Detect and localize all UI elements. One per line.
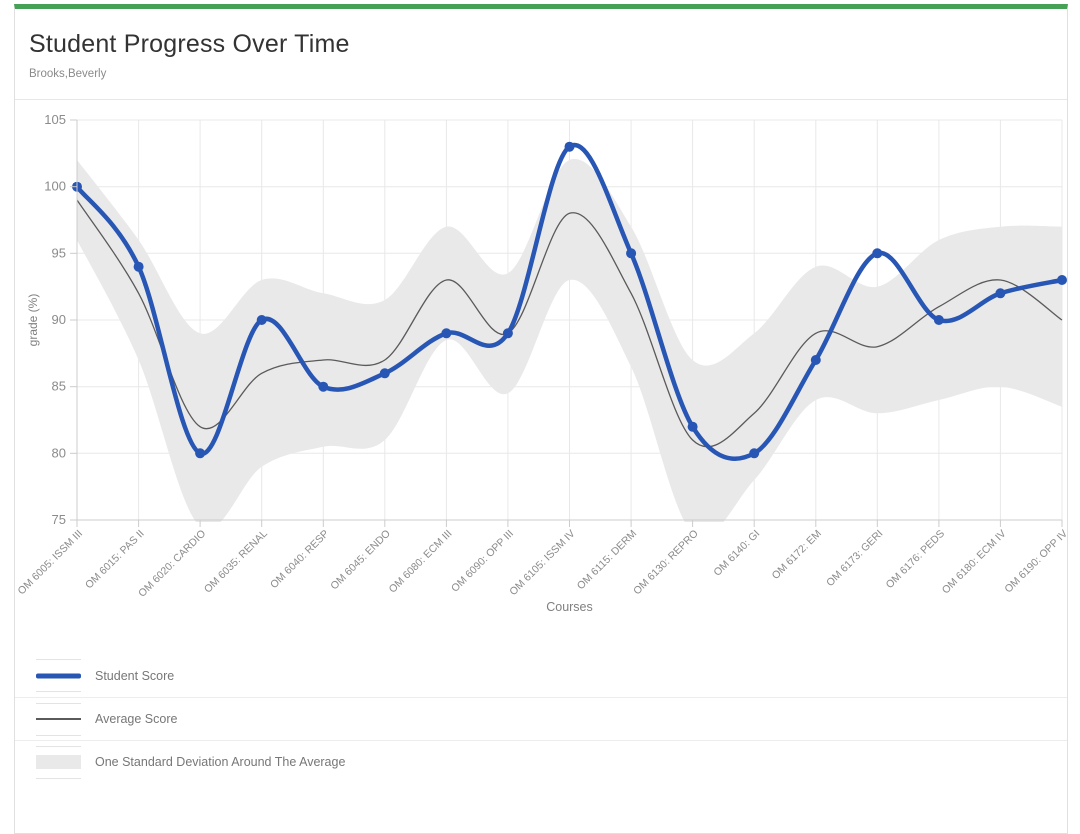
- x-tick-label: OM 6140: GI: [711, 528, 762, 579]
- legend-label: Student Score: [95, 668, 175, 683]
- data-point-marker[interactable]: [195, 448, 206, 459]
- student-name: Brooks,Beverly: [29, 68, 107, 80]
- y-tick-label: 75: [52, 512, 66, 527]
- x-tick-label: OM 6130: REPRO: [631, 528, 701, 598]
- chart-legend: Student Score Average Score One Standard D…: [15, 654, 1067, 783]
- x-tick-label: OM 6020: CARDIO: [136, 528, 208, 600]
- y-tick-label: 95: [52, 245, 66, 260]
- data-point-marker[interactable]: [995, 288, 1006, 299]
- x-tick-label: OM 6040: RESP: [268, 528, 331, 591]
- progress-chart: 75 80 85 90 95 100 105 OM 6005: ISSM III OM 6015…: [15, 100, 1067, 630]
- y-axis-labels: 75 80 85 90 95 100 105: [44, 112, 66, 527]
- std-dev-band: [77, 159, 1062, 522]
- legend-label: Average Score: [95, 712, 178, 726]
- data-point-marker[interactable]: [626, 248, 637, 259]
- data-point-marker[interactable]: [502, 328, 513, 339]
- data-point-marker[interactable]: [379, 368, 390, 379]
- y-tick-label: 90: [52, 312, 66, 327]
- data-point-marker[interactable]: [933, 315, 944, 325]
- legend-item-one-standard-deviation-around-the-average[interactable]: One Standard Deviation Around The Averag…: [15, 740, 1067, 783]
- x-tick-label: OM 6172: EM: [770, 528, 824, 582]
- data-point-marker[interactable]: [441, 328, 452, 339]
- x-tick-label: OM 6115: DERM: [575, 528, 639, 592]
- legend-label: One Standard Deviation Around The Averag…: [95, 755, 346, 769]
- y-tick-label: 105: [44, 112, 66, 127]
- axes: [70, 119, 1063, 527]
- x-tick-label: OM 6176: PEDS: [884, 528, 947, 591]
- x-axis-title: Courses: [546, 600, 593, 614]
- data-point-marker[interactable]: [256, 315, 267, 325]
- x-tick-label: OM 6080: ECM III: [387, 528, 455, 596]
- x-tick-label: OM 6173: GERI: [824, 528, 885, 589]
- line-swatch-icon: [36, 659, 81, 692]
- band-swatch-icon: [36, 745, 81, 779]
- legend-item-average-score[interactable]: Average Score: [15, 697, 1067, 740]
- data-point-marker[interactable]: [687, 421, 698, 432]
- data-point-marker[interactable]: [133, 261, 144, 272]
- data-point-marker[interactable]: [872, 248, 883, 259]
- data-point-marker[interactable]: [810, 355, 821, 365]
- student-data-points: [72, 141, 1067, 459]
- page-title: Student Progress Over Time: [29, 30, 350, 58]
- x-tick-label: OM 6190: OPP IV: [1002, 528, 1067, 596]
- y-tick-label: 85: [52, 379, 66, 394]
- legend-item-student-score[interactable]: Student Score: [15, 654, 1067, 697]
- data-point-marker[interactable]: [318, 381, 329, 392]
- x-tick-label: OM 6015: PAS II: [83, 528, 147, 592]
- x-tick-label: OM 6035: RENAL: [202, 528, 270, 596]
- x-tick-label: OM 6105: ISSM IV: [507, 528, 577, 598]
- x-tick-label: OM 6090: OPP III: [449, 528, 516, 595]
- data-point-marker[interactable]: [749, 448, 760, 459]
- x-tick-label: OM 6180: ECM IV: [940, 528, 1009, 597]
- data-point-marker[interactable]: [1057, 275, 1067, 285]
- data-point-marker[interactable]: [564, 141, 575, 152]
- card-header: Student Progress Over Time Brooks,Beverl…: [15, 9, 1067, 100]
- student-progress-card: Student Progress Over Time Brooks,Beverl…: [14, 4, 1068, 834]
- line-swatch-icon: [36, 702, 81, 736]
- y-axis-title: grade (%): [26, 294, 40, 347]
- y-tick-label: 100: [44, 179, 66, 194]
- x-tick-label: OM 6045: ENDO: [328, 528, 393, 593]
- x-tick-label: OM 6005: ISSM III: [16, 528, 86, 598]
- y-tick-label: 80: [52, 445, 66, 460]
